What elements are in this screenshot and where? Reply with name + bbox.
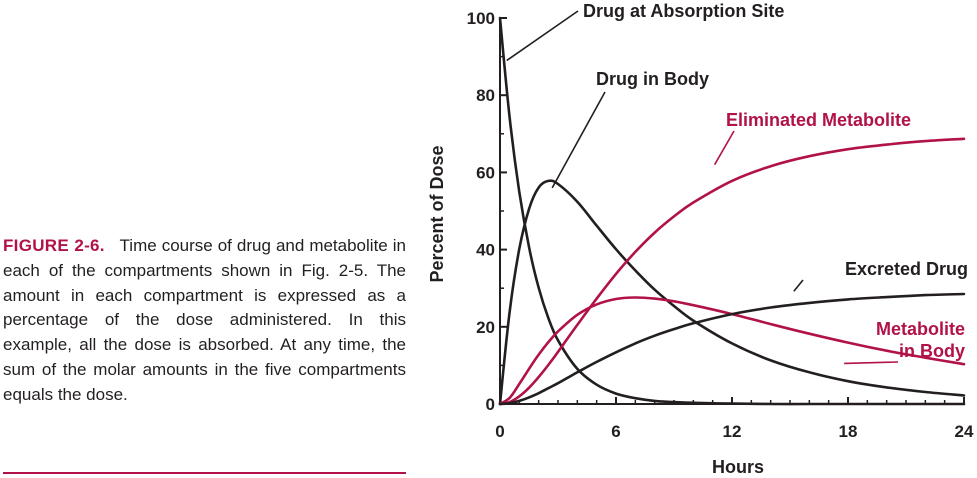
series-label-eliminated-metabolite: Eliminated Metabolite: [726, 110, 911, 130]
caption-text: Time course of drug and metabolite in ea…: [3, 236, 406, 404]
y-tick-label: 60: [476, 163, 495, 182]
y-tick-label: 80: [476, 86, 495, 105]
x-tick-label: 0: [495, 422, 504, 441]
series-line-drug-in-body: [498, 179, 966, 406]
y-tick-label: 0: [486, 395, 495, 414]
caption-rule: [3, 472, 406, 474]
x-tick-label: 24: [955, 422, 974, 441]
leader-line-excreted-drug: [793, 279, 804, 292]
y-tick-label: 100: [467, 9, 495, 28]
axes: 0 20 40 60 80 100 0 6 12 18 24: [467, 9, 974, 441]
figure-caption: FIGURE 2-6. Time course of drug and meta…: [3, 234, 406, 408]
x-tick-label: 12: [723, 422, 742, 441]
series-line-metabolite-in-body: [498, 296, 966, 406]
y-tick-label: 20: [476, 318, 495, 337]
series-label-metabolite-in-body: Metabolite in Body: [876, 319, 965, 361]
y-axis-title: Percent of Dose: [427, 145, 447, 282]
series-line-eliminated-metabolite: [498, 137, 966, 406]
series-line-excreted-drug: [498, 292, 966, 406]
series-label-excreted-drug: Excreted Drug: [845, 259, 968, 279]
series-lines: [498, 16, 966, 406]
leader-line-drug-at-absorption-site: [506, 10, 579, 62]
y-tick-label: 40: [476, 241, 495, 260]
x-tick-label: 6: [611, 422, 620, 441]
x-axis-title: Hours: [712, 457, 764, 477]
series-label-drug-at-absorption-site: Drug at Absorption Site: [583, 1, 784, 21]
figure-label: FIGURE 2-6.: [3, 236, 105, 255]
x-tick-label: 18: [839, 422, 858, 441]
leader-line-metabolite-in-body: [844, 361, 899, 365]
series-labels: Drug at Absorption Site Drug in Body Elimi…: [506, 1, 968, 365]
series-label-drug-in-body: Drug in Body: [596, 69, 709, 89]
series-line-drug-at-absorption-site: [498, 16, 966, 406]
leader-line-eliminated-metabolite: [713, 130, 735, 166]
leader-line-drug-in-body: [551, 91, 606, 189]
